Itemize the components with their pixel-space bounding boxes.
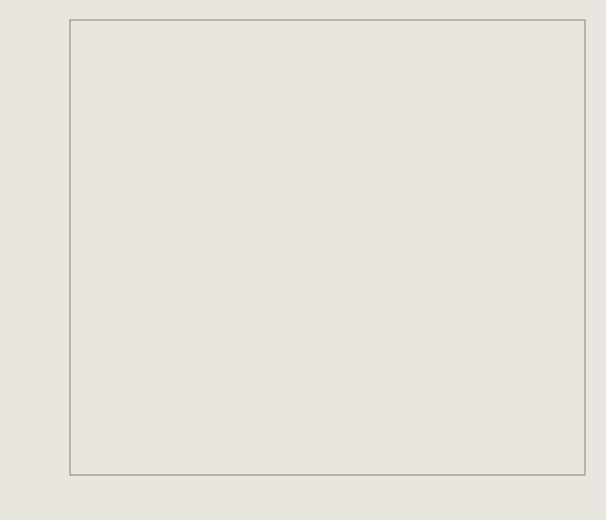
figure-bg [0,0,606,520]
